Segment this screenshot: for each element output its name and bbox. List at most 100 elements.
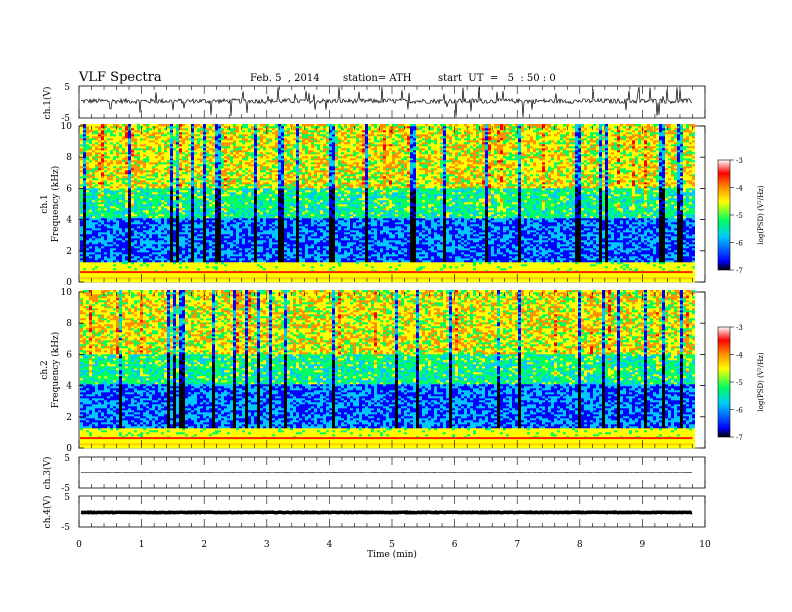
- spectrogram-cell: [110, 238, 113, 240]
- spectrogram-cell: [92, 140, 95, 142]
- spectrogram-cell: [104, 228, 107, 230]
- spectrogram-cell: [92, 206, 95, 208]
- spectrogram-cell: [107, 280, 110, 282]
- spectrogram-cell: [92, 146, 95, 148]
- spectrogram-cell: [113, 174, 116, 176]
- spectrogram-cell: [110, 176, 113, 178]
- spectrogram-cell: [98, 166, 101, 168]
- spectrogram-cell: [98, 174, 101, 176]
- spectrogram-cell: [101, 184, 104, 186]
- spectrogram-cell: [113, 204, 116, 206]
- spectrogram-cell: [101, 166, 104, 168]
- spectrogram-cell: [80, 176, 83, 178]
- spectrogram-cell: [95, 162, 98, 164]
- spectrogram-cell: [86, 204, 89, 206]
- spectrogram-cell: [101, 134, 104, 136]
- spectrogram-cell: [107, 224, 110, 226]
- spectrogram-cell: [92, 242, 95, 244]
- spectrogram-cell: [83, 258, 86, 260]
- spectrogram-cell: [86, 138, 89, 140]
- spectrogram-cell: [107, 142, 110, 144]
- spectrogram-cell: [92, 164, 95, 166]
- spectrogram-cell: [110, 166, 113, 168]
- spectrogram-cell: [80, 144, 83, 146]
- spectrogram-cell: [86, 150, 89, 152]
- spectrogram-cell: [98, 258, 101, 260]
- spectrogram-cell: [86, 144, 89, 146]
- spectrogram-cell: [104, 258, 107, 260]
- spectrogram-cell: [95, 204, 98, 206]
- spectrogram-cell: [104, 146, 107, 148]
- spectrogram-cell: [113, 196, 116, 198]
- spectrogram-cell: [113, 218, 116, 220]
- spectrogram-cell: [104, 186, 107, 188]
- spectrogram-cell: [110, 214, 113, 216]
- spectrogram-cell: [95, 226, 98, 228]
- spectrogram-cell: [110, 242, 113, 244]
- spectrogram-cell: [110, 150, 113, 152]
- spectrogram-cell: [101, 148, 104, 150]
- spectrogram-cell: [86, 218, 89, 220]
- spectrogram-cell: [86, 202, 89, 204]
- spectrogram-cell: [83, 178, 86, 180]
- spectrogram-cell: [104, 170, 107, 172]
- spectrogram-cell: [86, 266, 89, 268]
- spectrogram-cell: [80, 200, 83, 202]
- spectrogram-cell: [86, 220, 89, 222]
- spectrogram-cell: [104, 242, 107, 244]
- spectrogram-cell: [98, 190, 101, 192]
- spectrogram-cell: [95, 262, 98, 264]
- spectrogram-cell: [92, 174, 95, 176]
- spectrogram-cell: [101, 266, 104, 268]
- spectrogram-cell: [95, 188, 98, 190]
- spectrogram-cell: [110, 158, 113, 160]
- spectrogram-cell: [107, 240, 110, 242]
- spectrogram-cell: [98, 236, 101, 238]
- spectrogram-cell: [92, 220, 95, 222]
- spectrogram-cell: [83, 166, 86, 168]
- spectrogram-cell: [113, 256, 116, 258]
- spectrogram-cell: [107, 268, 110, 270]
- spectrogram-cell: [98, 238, 101, 240]
- spectrogram-cell: [89, 262, 92, 264]
- spectrogram-cell: [110, 182, 113, 184]
- spectrogram-cell: [83, 254, 86, 256]
- spectrogram-cell: [92, 252, 95, 254]
- spectrogram-cell: [80, 172, 83, 174]
- spectrogram-cell: [80, 162, 83, 164]
- spectrogram-cell: [86, 182, 89, 184]
- spectrogram-cell: [110, 136, 113, 138]
- spectrogram-cell: [83, 146, 86, 148]
- spectrogram-cell: [86, 172, 89, 174]
- spectrogram-cell: [104, 260, 107, 262]
- spectrogram-cell: [89, 218, 92, 220]
- spectrogram-cell: [98, 206, 101, 208]
- spectrogram-cell: [92, 266, 95, 268]
- spectrogram-cell: [110, 208, 113, 210]
- spectrogram-cell: [104, 190, 107, 192]
- spectrogram-cell: [101, 176, 104, 178]
- spectrogram-cell: [80, 216, 83, 218]
- spectrogram-cell: [89, 196, 92, 198]
- spectrogram-cell: [107, 198, 110, 200]
- spectrogram-cell: [95, 152, 98, 154]
- spectrogram-cell: [107, 210, 110, 212]
- spectrogram-cell: [107, 184, 110, 186]
- spectrogram-cell: [107, 124, 110, 126]
- spectrogram-cell: [83, 154, 86, 156]
- spectrogram-cell: [83, 198, 86, 200]
- spectrogram-cell: [86, 128, 89, 130]
- spectrogram-cell: [95, 266, 98, 268]
- spectrogram-cell: [107, 242, 110, 244]
- spectrogram-cell: [101, 172, 104, 174]
- spectrogram-cell: [95, 232, 98, 234]
- spectrogram-cell: [104, 266, 107, 268]
- spectrogram-cell: [83, 226, 86, 228]
- spectrogram-cell: [80, 194, 83, 196]
- spectrogram-cell: [95, 168, 98, 170]
- spectrogram-cell: [110, 268, 113, 270]
- spectrogram-cell: [101, 216, 104, 218]
- spectrogram-cell: [95, 138, 98, 140]
- spectrogram-cell: [86, 248, 89, 250]
- spectrogram-cell: [110, 160, 113, 162]
